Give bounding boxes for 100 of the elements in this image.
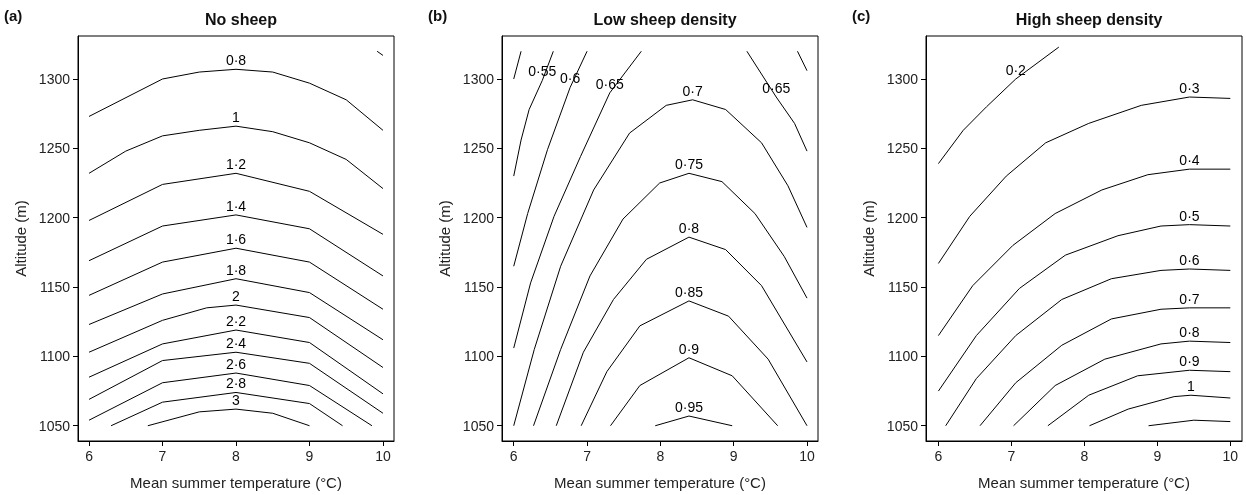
line-series [937,168,1231,337]
y-tick-label: 1250 [462,140,495,157]
line-series [88,214,384,277]
x-tick-label: 6 [85,448,94,464]
y-tick-label: 1250 [38,140,71,157]
chart-title: No sheep [204,10,278,28]
line-series [88,329,384,395]
series-label: 0·55 [528,63,557,80]
series-label: 1·6 [225,231,247,248]
series-label: 1·2 [225,156,247,173]
series-label: 0·4 [1179,152,1200,169]
series-label: 1 [232,109,241,126]
x-tick-label: 7 [583,448,592,464]
chart-title: High sheep density [1015,10,1163,28]
x-tick-label: 10 [375,448,391,464]
line-series [88,304,384,368]
series-label: 0·9 [1179,353,1200,370]
text: 0·65 [762,80,791,97]
series-label: 2·6 [225,356,247,373]
series-label: 1·4 [225,197,247,214]
line-series [937,96,1231,264]
line-series [88,351,384,414]
y-tick-label: 1050 [38,417,71,434]
y-tick-label: 1300 [462,71,495,87]
y-tick-label: 1200 [38,209,71,226]
series-label: 0·95 [674,399,704,416]
y-tick-label: 1250 [886,140,919,157]
line-series [555,236,808,427]
series-label: 0·2 [1005,62,1027,78]
y-tick-label: 1300 [886,71,919,87]
series-label: 0·8 [1179,324,1200,341]
y-tick-label: 1050 [462,417,495,434]
x-axis-title: Mean summer temperature (°C) [130,474,342,491]
y-tick-label: 1100 [463,348,495,365]
line-series [937,46,1060,165]
x-tick-label: 9 [1153,448,1162,464]
line-series [110,391,344,427]
y-tick-label: 1200 [886,209,919,226]
x-tick-label: 7 [158,448,167,464]
line-series [1013,340,1231,427]
series-label: 0·8 [678,220,700,237]
x-tick-label: 9 [305,448,314,464]
line-series [937,224,1231,392]
series-label: 1·8 [225,261,247,278]
x-tick-label: 6 [509,448,518,464]
y-tick-label: 1150 [887,279,919,296]
series-label: 0·85 [674,283,704,300]
line-series [979,307,1231,427]
series-label: 0·5 [1179,207,1200,224]
series-label: 0·6 [1179,252,1200,269]
series-label: 2·8 [225,375,247,392]
series-label: 2·2 [225,313,247,330]
y-tick-label: 1100 [39,348,71,365]
line-series [1088,394,1231,427]
line-series [580,300,808,427]
y-tick-label: 1100 [887,348,919,365]
y-axis-title: Altitude (m) [436,200,453,277]
x-tick-label: 10 [1222,448,1239,464]
line-series [88,247,384,310]
series-label: 1 [1187,378,1196,395]
y-tick-label: 1200 [462,209,495,226]
line-series [513,50,554,177]
series-label: 0·7 [682,82,703,99]
x-tick-label: 8 [232,448,241,464]
series-label: 0·7 [1179,290,1200,307]
x-tick-label: 9 [729,448,738,464]
x-tick-label: 7 [1007,448,1016,464]
y-axis-title: Altitude (m) [12,200,29,277]
line-series [513,99,808,427]
x-tick-label: 8 [656,448,665,464]
series-label: 2·4 [225,335,247,352]
line-series [88,172,384,235]
series-label: 0·75 [674,156,704,173]
line-series [533,172,808,427]
series-label: 2 [232,288,241,305]
y-axis-title: Altitude (m) [860,200,877,277]
x-tick-label: 6 [934,448,943,464]
line-series [88,125,384,190]
x-axis-title: Mean summer temperature (°C) [978,474,1190,491]
series-label: 0·8 [225,52,247,69]
text: (b) [428,7,448,24]
x-axis-title: Mean summer temperature (°C) [554,474,766,491]
line-series [610,357,779,427]
line-series [88,372,373,427]
series-label: 0·9 [678,340,700,357]
text: (c) [852,7,871,24]
line-series [513,50,588,267]
line-series [88,68,384,131]
y-tick-label: 1300 [38,71,71,87]
line-series [1047,369,1231,427]
line-series [147,408,310,427]
series-label: 3 [232,392,241,409]
series-label: 0·3 [1179,80,1200,97]
y-tick-label: 1150 [39,279,71,296]
line-series [945,268,1231,427]
x-tick-label: 10 [799,448,815,464]
chart-title: Low sheep density [593,10,737,28]
x-tick-label: 8 [1080,448,1089,464]
y-tick-label: 1150 [463,279,495,296]
text: (a) [4,7,23,24]
